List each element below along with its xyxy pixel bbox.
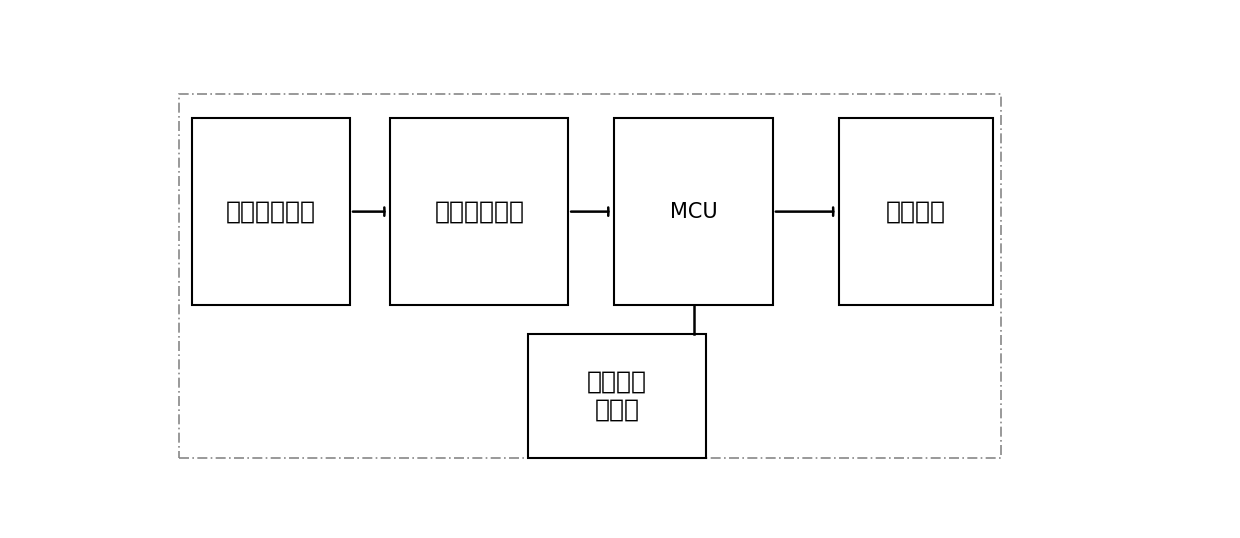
Text: 图像采集模块: 图像采集模块 [226,200,316,224]
Bar [614,118,773,305]
Text: 红外发光
二极管: 红外发光 二极管 [587,370,647,422]
Bar [391,118,568,305]
Text: 图像处理模块: 图像处理模块 [434,200,525,224]
Bar [528,334,706,458]
Text: 终端设备: 终端设备 [887,200,946,224]
Bar [191,118,350,305]
Bar [179,94,1001,458]
Text: MCU: MCU [670,202,718,222]
Bar [839,118,993,305]
